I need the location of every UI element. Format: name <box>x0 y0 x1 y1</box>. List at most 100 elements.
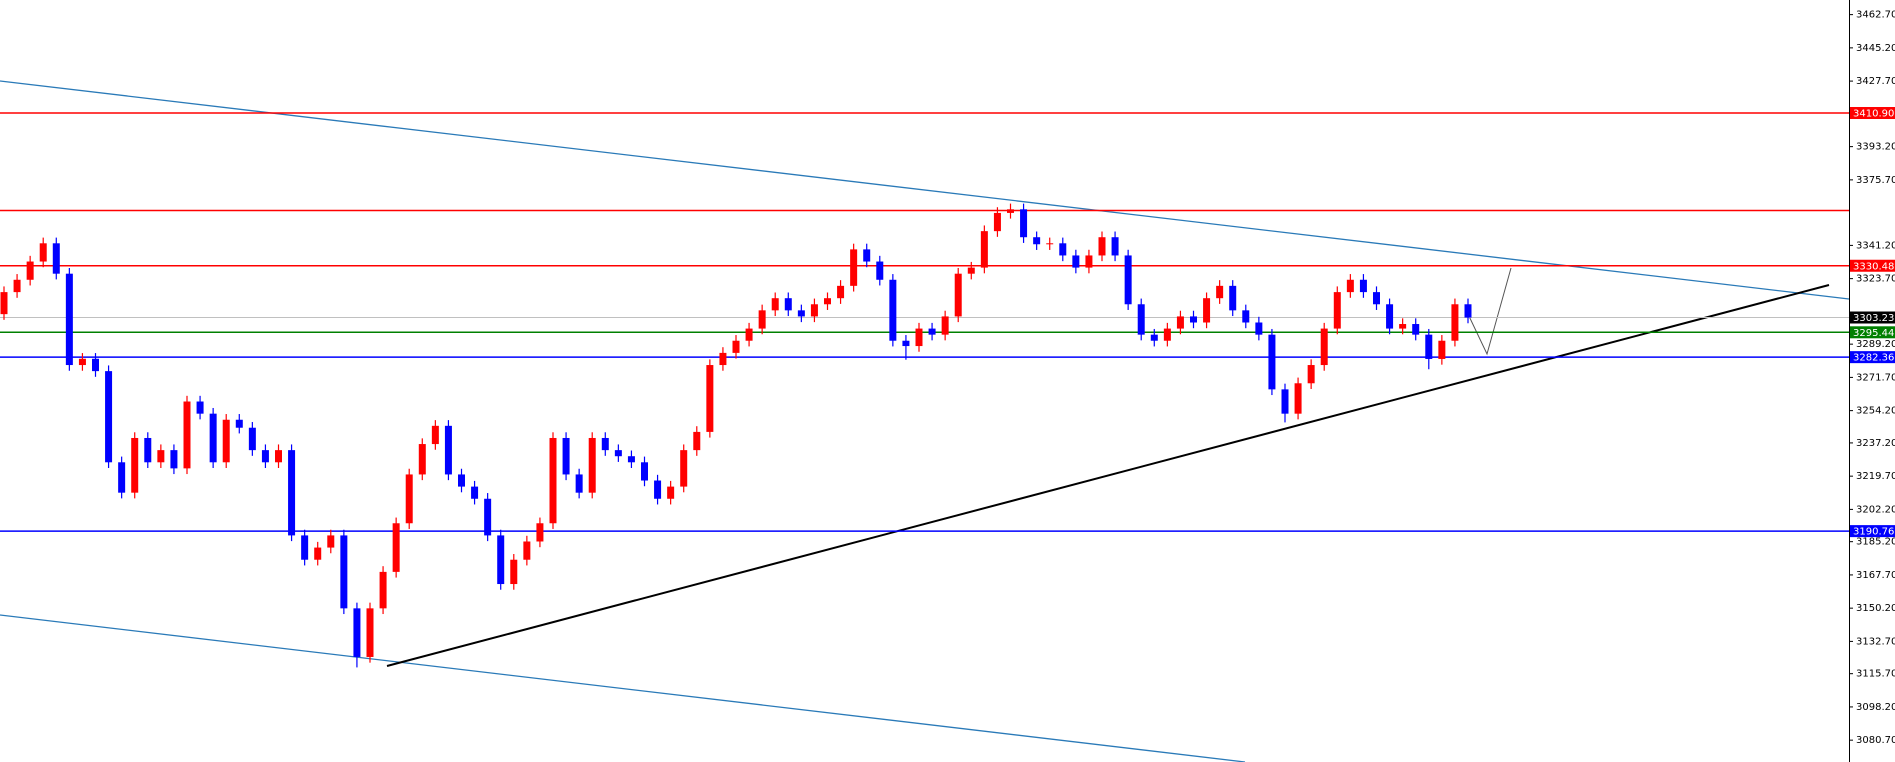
y-tick-label: 3375.70 <box>1856 175 1895 186</box>
candle-body <box>1229 285 1237 311</box>
price-tags: 3410.90 3330.48 3295.44 3282.36 3190.76 3303.… <box>1850 107 1895 538</box>
candle-body <box>471 486 479 499</box>
candle-body <box>1020 209 1028 238</box>
y-tick-label: 3132.70 <box>1856 636 1895 647</box>
price-tag <box>1850 351 1895 364</box>
price-tag-label: 3303.23 <box>1853 313 1894 324</box>
candle-body <box>693 431 701 451</box>
candles <box>0 203 1472 668</box>
candle-body <box>980 231 988 268</box>
candle-body <box>941 316 949 335</box>
candle-body <box>1294 383 1302 414</box>
candle-body <box>1333 292 1341 329</box>
candle-body <box>1098 237 1106 256</box>
candle-body <box>863 249 871 262</box>
candle-body <box>1255 322 1263 335</box>
drawings <box>0 80 1850 762</box>
candle-body <box>654 480 662 499</box>
candle-body <box>39 243 47 262</box>
candle-body <box>314 547 322 560</box>
candle-body <box>1059 243 1067 256</box>
candle-body <box>680 450 688 487</box>
y-tick-label: 3427.70 <box>1856 76 1895 87</box>
candle-body <box>1046 243 1054 245</box>
candle-body <box>0 292 8 315</box>
candle-body <box>65 273 73 366</box>
candle-body <box>1451 304 1459 341</box>
candle-body <box>1085 255 1093 268</box>
candle-body <box>588 437 596 493</box>
y-tick-label: 3271.70 <box>1856 372 1895 383</box>
candle-body <box>523 541 531 560</box>
candle-body <box>732 340 740 353</box>
y-tick-label: 3393.20 <box>1856 142 1895 153</box>
candle-body <box>1373 292 1380 305</box>
price-tag <box>1850 259 1895 272</box>
candle-body <box>627 456 635 463</box>
candle-body <box>1203 298 1211 323</box>
candle-body <box>1190 316 1197 323</box>
y-tick-label: 3237.20 <box>1856 438 1895 449</box>
price-tag-label: 3410.90 <box>1853 109 1894 120</box>
candle-body <box>928 328 936 335</box>
candle-body <box>118 462 126 493</box>
candle-body <box>1033 237 1041 245</box>
candle-body <box>745 328 753 341</box>
candle-body <box>575 474 583 493</box>
candle-body <box>1346 279 1354 293</box>
candle-body <box>1268 334 1276 390</box>
support-trendline <box>386 284 1830 667</box>
candle-body <box>275 450 282 463</box>
price-tag-label: 3295.44 <box>1853 328 1894 339</box>
candle-body <box>26 261 34 280</box>
candle-body <box>497 535 505 585</box>
candle-body <box>876 261 884 280</box>
candle-body <box>288 450 296 536</box>
candle-body <box>706 365 714 432</box>
candle-body <box>614 450 622 457</box>
candle-body <box>837 285 845 299</box>
candle-body <box>170 450 178 469</box>
candle-body <box>967 267 975 274</box>
y-tick-label: 3254.20 <box>1856 406 1895 417</box>
candle-body <box>1111 237 1119 256</box>
y-tick-label: 3115.70 <box>1856 669 1895 680</box>
channel-lower <box>0 614 1246 762</box>
price-tag-label: 3190.76 <box>1853 527 1894 538</box>
candle-body <box>1412 324 1420 335</box>
candle-body <box>458 474 465 487</box>
candle-body <box>1216 285 1224 299</box>
candle-body <box>915 328 923 347</box>
candle-body <box>183 401 191 469</box>
candle-body <box>1281 389 1289 414</box>
candle-body <box>549 437 557 524</box>
candle-body <box>1242 310 1250 323</box>
candle-body <box>784 298 792 311</box>
candle-body <box>824 298 831 305</box>
candle-body <box>810 304 818 317</box>
candle-body <box>1386 304 1394 329</box>
price-tag <box>1850 107 1895 120</box>
candle-body <box>484 498 492 536</box>
candle-body <box>431 425 439 445</box>
y-tick-label: 3289.20 <box>1856 339 1895 350</box>
candle-body <box>850 249 858 286</box>
candle-body <box>418 444 426 475</box>
candle-body <box>366 608 374 657</box>
candle-body <box>301 535 309 560</box>
candle-body <box>1163 328 1171 341</box>
candle-body <box>889 279 897 341</box>
candle-body <box>797 310 805 317</box>
candle-body <box>1464 304 1472 318</box>
price-tag <box>1850 311 1895 324</box>
candle-body <box>758 310 766 329</box>
candle-body <box>1137 304 1145 335</box>
candle-body <box>993 212 1001 232</box>
y-tick-label: 3445.20 <box>1856 43 1895 54</box>
candle-body <box>601 437 609 451</box>
candle-body <box>719 352 727 366</box>
candle-body <box>327 535 335 548</box>
y-tick-label: 3080.70 <box>1856 735 1895 746</box>
y-tick-label: 3462.70 <box>1856 10 1895 21</box>
